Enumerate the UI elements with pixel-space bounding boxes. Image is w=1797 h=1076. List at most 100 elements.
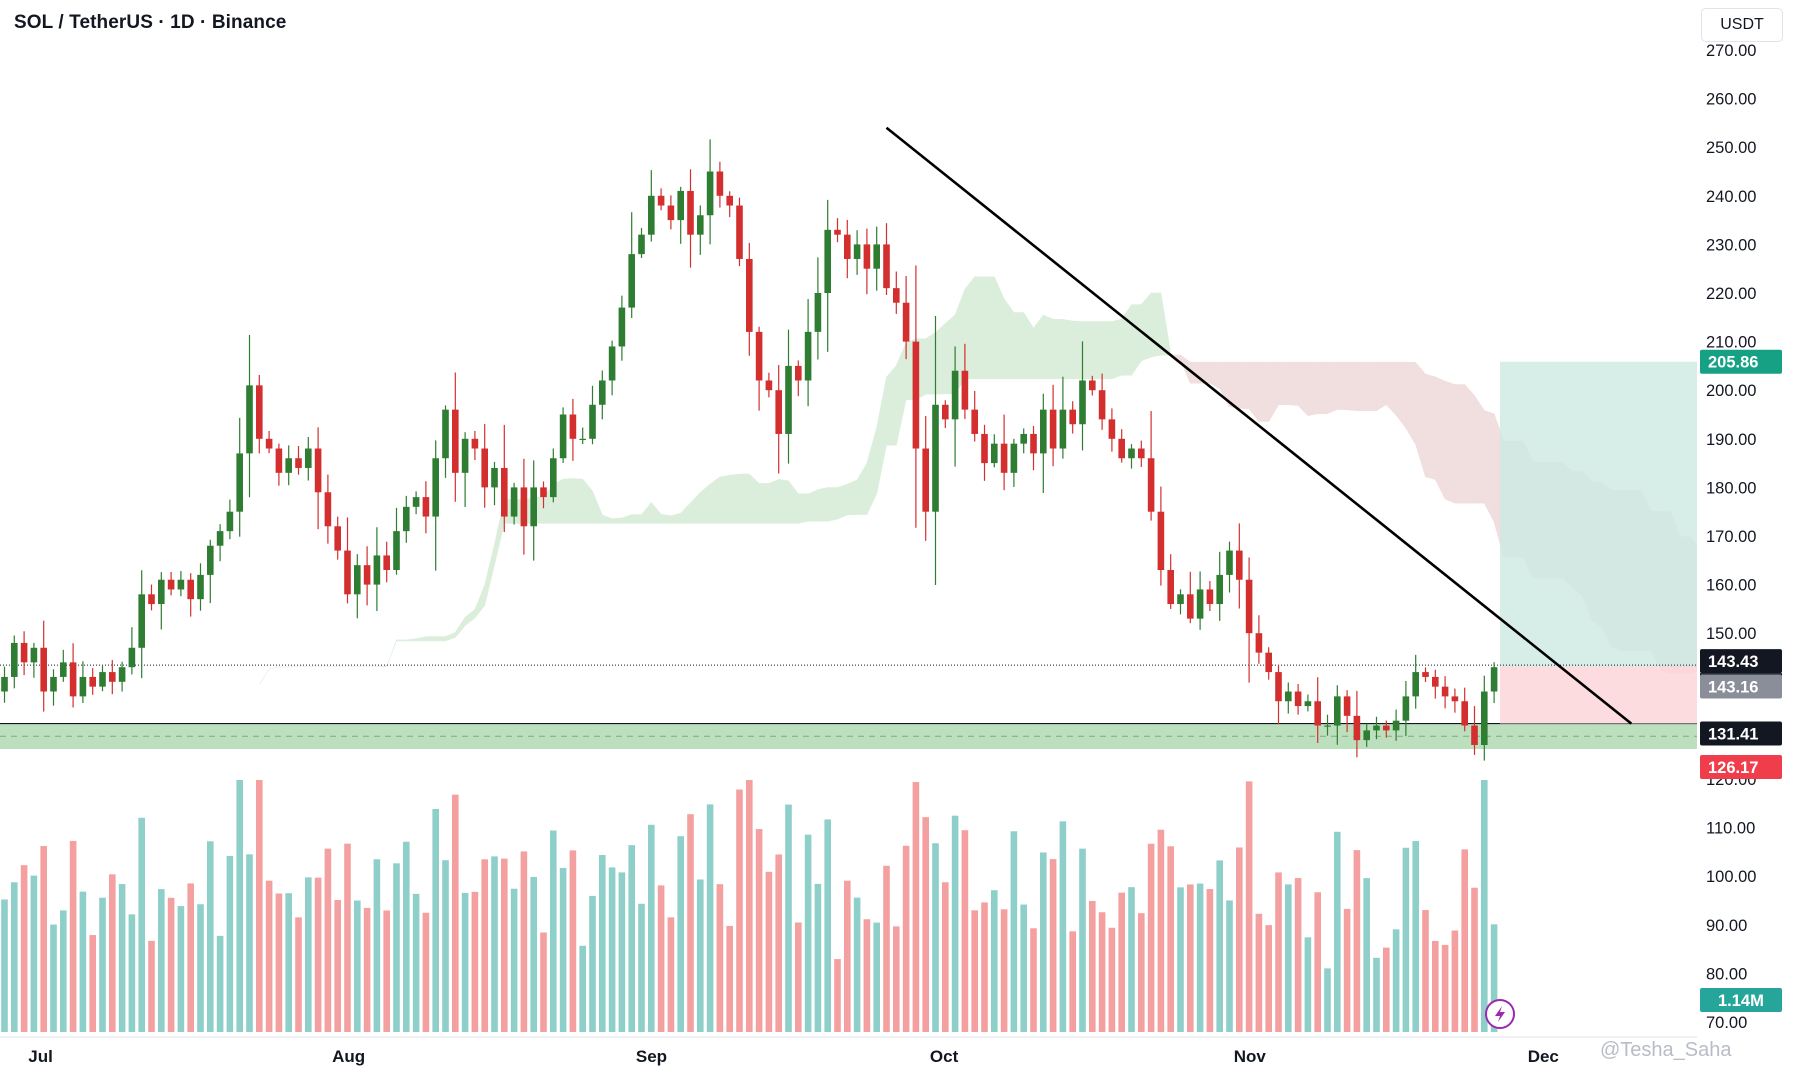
candle-body [589, 404, 596, 439]
volume-bar [363, 907, 371, 1032]
candle-body [1402, 696, 1410, 721]
volume-bar [902, 845, 910, 1032]
support-price-tag: 131.41 [1708, 726, 1758, 744]
candle-body [1324, 725, 1331, 727]
cloud-segment [1111, 318, 1122, 380]
volume-bar [638, 903, 645, 1032]
time-axis-bg [0, 1037, 1697, 1076]
candle-body [608, 346, 616, 381]
trend-lines[interactable] [885, 126, 1633, 725]
cloud-segment [1268, 361, 1279, 423]
candle-body [599, 380, 606, 405]
candle-body [1059, 409, 1067, 449]
candle-body [412, 497, 420, 507]
volume-bar [873, 922, 880, 1032]
volume-bar [99, 897, 106, 1032]
volume-bar [1481, 780, 1488, 1032]
volume-bar [11, 882, 18, 1032]
candle-body [305, 448, 312, 468]
volume-bar [1490, 924, 1498, 1032]
volume-bar [1, 899, 8, 1032]
candle-body [148, 594, 155, 605]
volume-bar [177, 906, 185, 1032]
candle-body [69, 662, 77, 697]
volume-bar [1383, 947, 1390, 1032]
lightning-icon[interactable] [1485, 999, 1515, 1029]
volume-bar [1471, 887, 1478, 1032]
price-tick-label: 270.00 [1706, 42, 1756, 60]
candle-body [1206, 589, 1214, 605]
candle-body [569, 414, 577, 439]
price-tick-label: 100.00 [1706, 868, 1756, 886]
volume-bar [1138, 913, 1145, 1032]
volume-bar [393, 863, 400, 1032]
cloud-segment [1395, 361, 1407, 430]
volume-bar [50, 924, 57, 1032]
stop-zone [1499, 666, 1697, 724]
volume-bar [1373, 957, 1380, 1032]
candle-body [11, 642, 18, 677]
candle-body [20, 642, 28, 663]
volume-bar [305, 877, 312, 1032]
candle-body [403, 506, 410, 532]
volume-bar [226, 855, 234, 1032]
volume-bar [69, 840, 77, 1032]
candle-body [1049, 409, 1057, 449]
candle-body [697, 215, 704, 235]
cloud-segment [484, 544, 495, 606]
time-axis[interactable]: Jul Aug Sep Oct Nov Dec [0, 1036, 1697, 1076]
volume-bar [510, 888, 518, 1032]
candle-body [491, 467, 498, 488]
cloud-segment [709, 476, 721, 524]
cloud-segment [386, 639, 397, 667]
volume-bar [1245, 781, 1253, 1032]
cloud-segment [866, 427, 878, 515]
volume-bar [1432, 940, 1439, 1032]
cloud-segment [1366, 361, 1377, 411]
cloud-segment [1464, 383, 1475, 504]
cloud-segment [1415, 361, 1426, 477]
candle-body [618, 307, 626, 347]
volume-bar [314, 877, 322, 1032]
price-axis[interactable]: 270.00 260.00 250.00 240.00 230.00 220.00 210.… [1697, 0, 1797, 1076]
candle-body [118, 667, 126, 682]
candle-body [216, 531, 224, 546]
cloud-segment [582, 478, 593, 524]
volume-bar [60, 910, 67, 1032]
cloud-segment [1062, 319, 1073, 380]
candle-body [736, 205, 743, 259]
volume-bar [1412, 841, 1419, 1032]
volume-bar [1020, 904, 1027, 1032]
volume-bar [158, 889, 165, 1032]
price-tick-label: 240.00 [1706, 188, 1756, 206]
volume-bar [912, 782, 920, 1032]
volume-bar [265, 880, 273, 1032]
candle-body [1432, 676, 1439, 687]
volume-bar [559, 867, 567, 1032]
volume-tag-bg [1700, 988, 1782, 1012]
cloud-segment [1307, 361, 1318, 417]
cloud-segment [660, 513, 672, 524]
candle-body [677, 190, 684, 221]
cloud-segment [1043, 314, 1054, 380]
price-tick-label: 80.00 [1706, 965, 1747, 983]
currency-button[interactable]: USDT [1701, 8, 1783, 42]
cloud-segment [1297, 361, 1309, 417]
candle-body [79, 676, 87, 697]
candle-body [550, 458, 557, 498]
volume-bar [501, 858, 508, 1032]
volume-bar [138, 817, 145, 1032]
volume-bar [40, 846, 47, 1032]
candlesticks[interactable] [1, 139, 1498, 761]
candle-body [883, 244, 890, 289]
cloud-segment [984, 276, 995, 380]
watermark: @Tesha_Saha [1600, 1039, 1732, 1061]
volume-bar [677, 836, 684, 1032]
volume-bar [1461, 849, 1468, 1032]
candle-body [314, 448, 322, 493]
candle-body [1383, 725, 1390, 731]
candle-body [1196, 589, 1204, 619]
volume-bar [432, 808, 439, 1032]
volume-tag: 1.14M [1718, 992, 1764, 1010]
